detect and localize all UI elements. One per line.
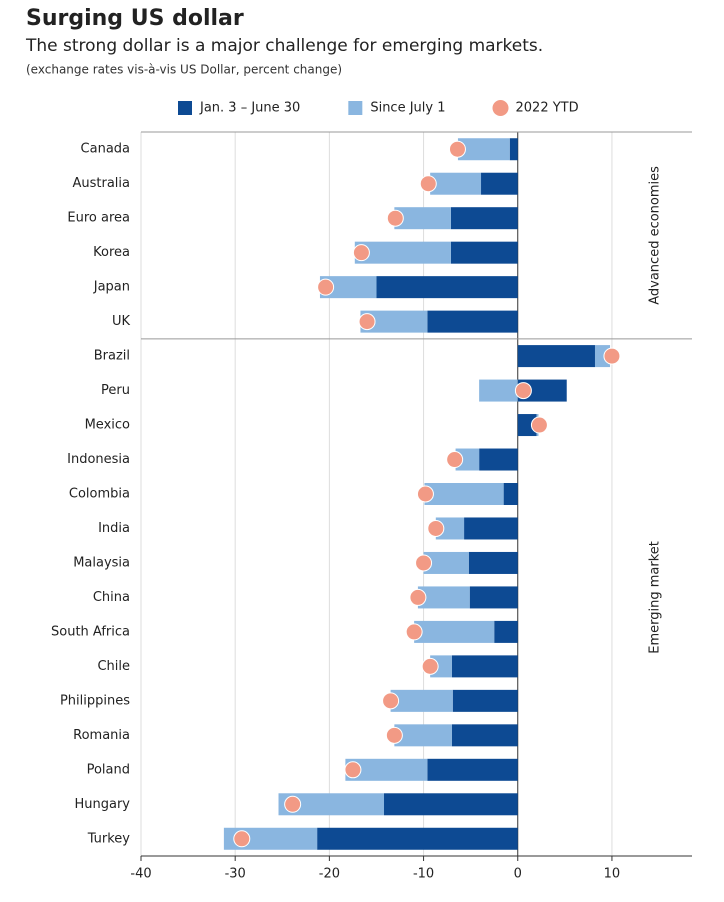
bar-segment — [319, 276, 377, 299]
legend-swatch — [348, 101, 363, 115]
ytd-dot — [448, 140, 466, 158]
y-tick-label: Philippines — [60, 693, 130, 708]
y-tick-label: Canada — [81, 142, 130, 157]
bar-segment — [390, 689, 453, 712]
y-tick-label: Peru — [101, 383, 130, 398]
ytd-dot — [446, 451, 464, 469]
bar-segment — [451, 724, 518, 747]
bar-segment — [345, 758, 428, 781]
y-tick-label: UK — [112, 314, 131, 329]
bar-segment — [423, 551, 469, 574]
ytd-dot — [344, 761, 362, 779]
bar-segment — [450, 207, 518, 230]
ytd-dot — [415, 554, 433, 572]
x-tick-label: -30 — [225, 867, 246, 882]
bar-segment — [394, 207, 451, 230]
ytd-dot — [603, 347, 621, 365]
ytd-dot — [530, 416, 548, 434]
bar-segment — [468, 551, 518, 574]
ytd-dot — [514, 382, 532, 400]
bar-segment — [494, 620, 518, 643]
y-tick-label: Euro area — [67, 211, 130, 226]
y-tick-label: Colombia — [69, 487, 130, 502]
ytd-dot — [386, 209, 404, 227]
bar-segment — [481, 172, 518, 195]
bar-segment — [430, 172, 482, 195]
y-tick-label: South Africa — [51, 624, 130, 639]
legend-swatch — [178, 101, 192, 115]
ytd-dot — [317, 278, 335, 296]
bar-segment — [317, 827, 518, 850]
chart-title: Surging US dollar — [26, 6, 244, 31]
bar-segment — [427, 310, 518, 333]
ytd-dot — [352, 244, 370, 262]
x-tick-label: -20 — [319, 867, 340, 882]
x-tick-label: -10 — [413, 867, 434, 882]
bar-segment — [509, 138, 518, 161]
bar-segment — [450, 241, 518, 264]
x-tick-label: 10 — [604, 867, 621, 882]
bar-segment — [360, 310, 428, 333]
chart-subtitle: The strong dollar is a major challenge f… — [25, 36, 543, 56]
y-tick-label: Australia — [72, 176, 130, 191]
ytd-dot — [421, 657, 439, 675]
legend-label: 2022 YTD — [516, 101, 579, 116]
bar-segment — [278, 793, 385, 816]
bar-segment — [354, 241, 451, 264]
ytd-dot — [409, 588, 427, 606]
bar-segment — [376, 276, 518, 299]
y-tick-label: China — [93, 590, 130, 605]
bar-segment — [469, 586, 518, 609]
bar-segment — [479, 379, 518, 402]
bar-segment — [455, 448, 480, 471]
bar-segment — [457, 138, 510, 161]
group-label: Advanced economies — [648, 166, 663, 305]
bar-segment — [384, 793, 518, 816]
ytd-dot — [416, 485, 434, 503]
bar-segment — [435, 517, 465, 540]
bar-segment — [427, 758, 518, 781]
x-tick-label: 0 — [514, 867, 522, 882]
bar-segment — [452, 689, 518, 712]
bar-segment — [424, 483, 504, 505]
y-tick-label: Chile — [97, 659, 130, 674]
group-label: Emerging market — [648, 541, 663, 654]
bar-segment — [394, 724, 452, 747]
ytd-dot — [405, 623, 423, 641]
ytd-dot — [427, 519, 445, 537]
ytd-dot — [233, 830, 251, 848]
y-tick-label: Korea — [93, 245, 130, 260]
y-tick-label: Japan — [93, 280, 130, 295]
ytd-dot — [419, 175, 437, 193]
ytd-dot — [382, 692, 400, 710]
bar-segment — [479, 448, 518, 471]
legend-label: Since July 1 — [370, 101, 445, 116]
y-tick-label: India — [98, 521, 130, 536]
bar-segment — [503, 483, 518, 505]
y-tick-label: Malaysia — [73, 555, 130, 570]
ytd-dot — [284, 795, 302, 813]
bar-segment — [451, 655, 518, 678]
legend-swatch — [492, 100, 509, 116]
y-tick-label: Turkey — [87, 831, 131, 846]
ytd-dot — [358, 313, 376, 331]
bar-segment — [517, 414, 537, 437]
chart-note: (exchange rates vis-à-vis US Dollar, per… — [26, 63, 342, 77]
y-tick-label: Poland — [87, 762, 130, 777]
y-tick-label: Indonesia — [67, 452, 130, 467]
bar-segment — [517, 345, 595, 368]
bar-segment — [417, 586, 470, 609]
y-tick-label: Hungary — [74, 797, 130, 812]
bar-segment — [517, 379, 567, 402]
bar-segment — [464, 517, 518, 540]
y-tick-label: Romania — [73, 728, 130, 743]
bar-segment — [414, 620, 495, 643]
ytd-dot — [385, 726, 403, 744]
x-tick-label: -40 — [130, 867, 151, 882]
y-tick-label: Brazil — [94, 349, 130, 364]
y-tick-label: Mexico — [85, 418, 130, 433]
legend-label: Jan. 3 – June 30 — [199, 101, 300, 116]
